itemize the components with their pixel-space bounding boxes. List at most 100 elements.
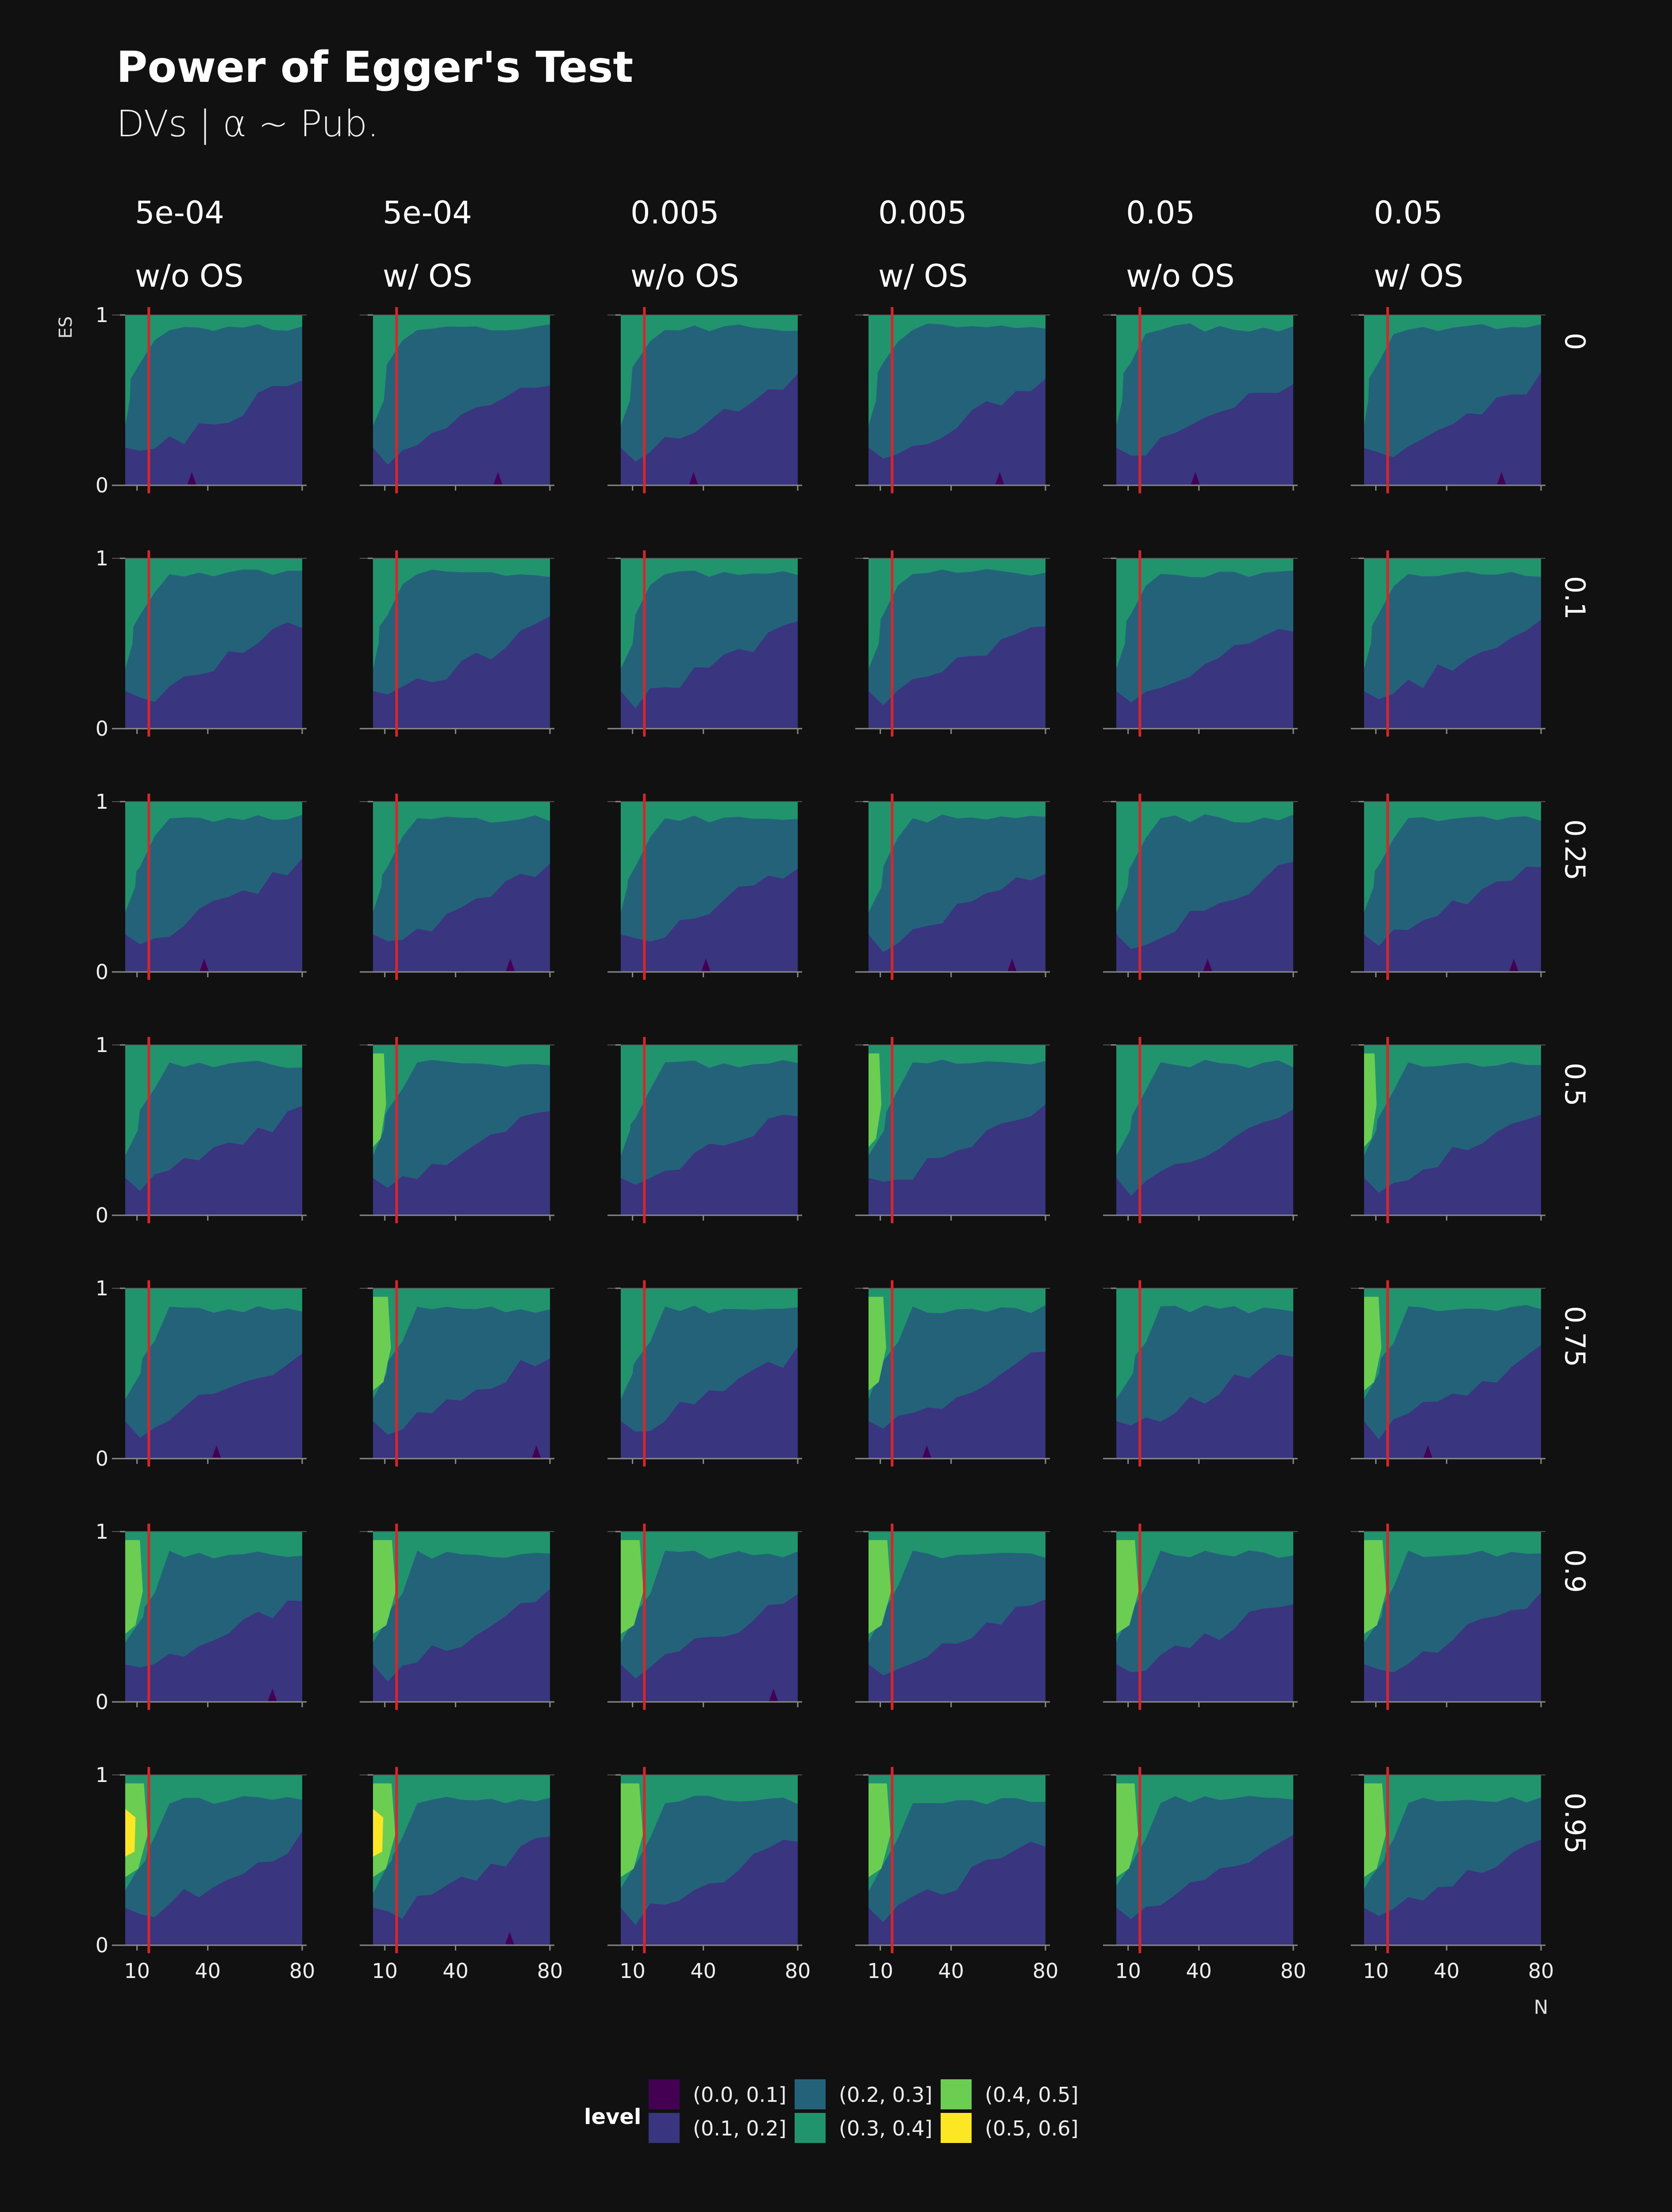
y-tick-label: 1 (96, 1033, 108, 1057)
y-tick-label: 1 (96, 303, 108, 327)
legend-label-2: (0.2, 0.3] (839, 2083, 933, 2107)
contour-band-level-0 (268, 1689, 277, 1701)
legend-label-0: (0.0, 0.1] (693, 2083, 787, 2107)
contour-band-level-2 (621, 1532, 798, 1678)
contour-band-level-4 (869, 1053, 881, 1147)
x-tick-label: 40 (690, 1959, 716, 1983)
facet-grid: 5e-04 w/o OS 5e-04 w/ OS 0.005 w/o OS 0.005 w/ … (56, 195, 1591, 2019)
contour-band-level-0 (505, 1932, 514, 1944)
contour-band-level-2 (1116, 1532, 1293, 1673)
panel-2-0 (125, 802, 302, 972)
contour-band-level-0 (995, 472, 1004, 484)
contour-band-level-0 (212, 1445, 221, 1458)
contour-band-level-2 (621, 1045, 798, 1185)
contour-band-level-3 (1116, 558, 1293, 637)
contour-band-level-3 (1116, 1288, 1144, 1399)
x-tick-label: 40 (1186, 1959, 1212, 1983)
x-tick-label: 10 (619, 1959, 646, 1983)
x-tick-label: 40 (938, 1959, 964, 1983)
contour-band-level-3 (1364, 802, 1541, 885)
contour-band-level-0 (200, 959, 209, 971)
contour-band-level-2 (373, 315, 550, 465)
y-tick-label: 0 (96, 1447, 108, 1471)
contour-band-level-3 (373, 315, 392, 426)
panel-6-2 (621, 1775, 798, 1945)
y-tick-label: 0 (96, 1933, 108, 1957)
contour-band-level-4 (1364, 1297, 1382, 1390)
panel-2-5 (1364, 802, 1541, 972)
chart-title: Power of Egger's Test (116, 42, 634, 92)
contour-band-level-0 (1497, 472, 1506, 484)
x-tick-label: 40 (195, 1959, 221, 1983)
x-tick-label: 80 (537, 1959, 563, 1983)
contour-band-level-3 (1116, 1775, 1293, 1886)
contour-band-level-2 (621, 315, 798, 462)
contour-band-level-3 (1116, 1045, 1140, 1156)
contour-band-level-0 (689, 472, 698, 484)
contour-band-level-2 (125, 802, 302, 945)
contour-band-level-2 (869, 1288, 1045, 1429)
panel-1-5 (1364, 558, 1541, 729)
legend-swatch-4 (941, 2079, 972, 2109)
contour-band-level-3 (1364, 315, 1372, 426)
contour-band-level-3 (1364, 315, 1541, 387)
contour-band-level-3 (621, 802, 798, 892)
contour-band-level-0 (1423, 1445, 1433, 1458)
contour-band-level-3 (869, 1288, 1045, 1394)
strip-alpha-label: 0.05 (1374, 195, 1443, 231)
strip-row-label: 0.95 (1559, 1793, 1591, 1854)
x-tick-label: 80 (1280, 1959, 1307, 1983)
y-tick-label: 1 (96, 1520, 108, 1544)
contour-band-level-0 (506, 959, 515, 971)
strip-os-label: w/o OS (135, 258, 243, 294)
contour-band-level-4 (621, 1783, 643, 1877)
y-tick-label: 0 (96, 717, 108, 741)
panel-2-3 (869, 802, 1045, 972)
x-tick-label: 10 (372, 1959, 398, 1983)
contour-band-level-3 (125, 1288, 151, 1399)
contour-band-level-2 (373, 1775, 550, 1919)
contour-band-level-2 (1364, 1045, 1541, 1193)
strip-os-label: w/o OS (630, 258, 739, 294)
contour-band-level-2 (621, 802, 798, 942)
contour-band-level-3 (869, 802, 890, 913)
contour-band-level-2 (869, 1532, 1045, 1675)
contour-band-level-4 (125, 1783, 148, 1877)
contour-band-level-3 (125, 558, 138, 669)
strip-row-label: 0.9 (1559, 1549, 1591, 1593)
contour-band-level-2 (125, 315, 302, 451)
panel-3-0 (125, 1045, 302, 1215)
contour-band-level-2 (621, 1775, 798, 1925)
contour-band-level-2 (1116, 802, 1293, 949)
contour-band-level-3 (1116, 802, 1135, 913)
panel-4-1 (373, 1288, 550, 1459)
contour-band-level-4 (869, 1297, 886, 1390)
contour-band-level-3 (1116, 558, 1131, 669)
y-tick-label: 1 (96, 546, 108, 570)
contour-band-level-5 (373, 1809, 384, 1857)
contour-band-level-3 (125, 558, 302, 641)
strip-alpha-label: 5e-04 (135, 195, 224, 231)
y-tick-label: 1 (96, 1276, 108, 1300)
panel-3-3 (869, 1045, 1045, 1215)
panel-2-1 (373, 802, 550, 972)
y-axis-label: ES (56, 316, 76, 339)
legend-label-4: (0.4, 0.5] (985, 2083, 1079, 2107)
panel-5-1 (373, 1532, 550, 1702)
contour-band-level-2 (869, 1045, 1045, 1182)
strip-alpha-label: 5e-04 (383, 195, 472, 231)
strip-os-label: w/ OS (1374, 258, 1464, 294)
panel-1-2 (621, 558, 798, 729)
panel-6-0 (125, 1775, 302, 1945)
contour-band-level-0 (493, 472, 503, 484)
contour-band-level-0 (187, 472, 196, 484)
contour-band-level-4 (1364, 1783, 1386, 1877)
x-tick-label: 40 (1434, 1959, 1460, 1983)
panel-0-0 (125, 315, 302, 485)
contour-band-level-2 (869, 558, 1045, 706)
panel-0-3 (869, 315, 1045, 485)
contour-band-level-3 (621, 1775, 798, 1888)
contour-band-level-0 (532, 1445, 541, 1458)
x-tick-label: 10 (1363, 1959, 1389, 1983)
panel-0-1 (373, 315, 550, 485)
